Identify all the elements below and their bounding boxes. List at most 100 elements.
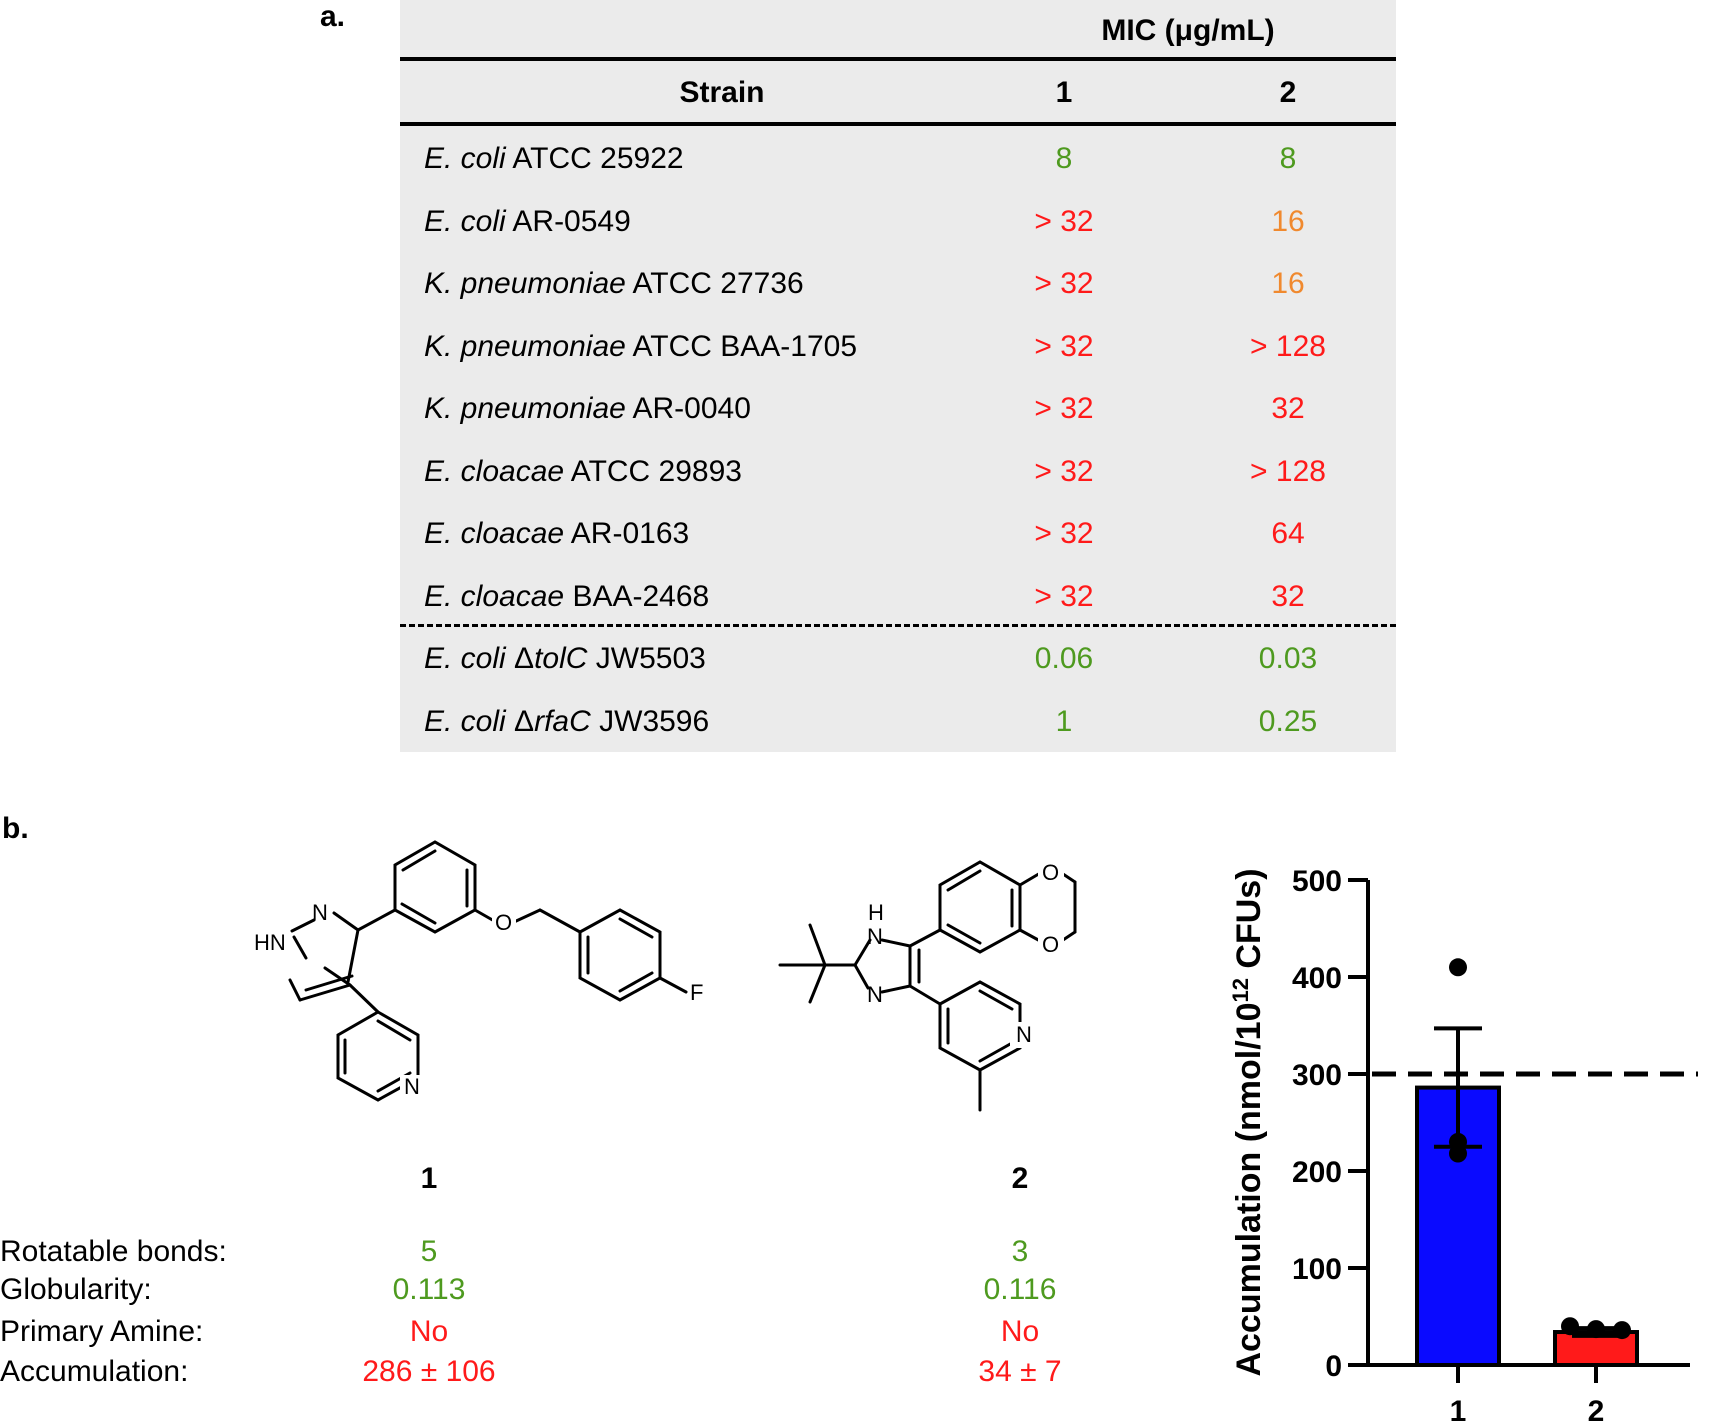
strain-name: K. pneumoniae ATCC 27736 <box>424 267 804 301</box>
compound-1-structure: N HN O F N <box>254 840 703 1102</box>
atom-hn: HN <box>254 930 286 955</box>
y-tick-label: 300 <box>1292 1059 1342 1092</box>
data-point <box>1613 1321 1631 1340</box>
mic-value-1: 8 <box>1055 142 1073 175</box>
property-label: Globularity: <box>0 1273 152 1306</box>
property-value-2: 0.116 <box>983 1273 1057 1306</box>
strain-name: E. cloacae ATCC 29893 <box>424 455 742 489</box>
strain-name: E. cloacae AR-0163 <box>424 517 689 551</box>
species-name: E. coli <box>424 204 506 238</box>
delta-symbol: Δ <box>514 704 535 738</box>
table-row: E. coli ΔrfaC JW3596 1 0.25 <box>400 695 1396 757</box>
strain-id: AR-0549 <box>512 204 631 238</box>
data-point <box>1587 1320 1605 1339</box>
mic-value-1: > 32 <box>1034 204 1094 238</box>
mic-value-1: > 32 <box>1034 579 1094 613</box>
strain-id: JW5503 <box>595 642 706 675</box>
species-name: K. pneumoniae <box>424 267 626 300</box>
x-tick-label: 2 <box>1588 1395 1605 1424</box>
compound-2-structure: H N N O O N <box>778 860 1077 1112</box>
mic-value-2: 64 <box>1271 517 1305 550</box>
mic-value-1: 0.06 <box>1034 642 1094 675</box>
property-value-1: 286 ± 106 <box>362 1355 496 1388</box>
strain-id: AR-0163 <box>570 517 690 550</box>
table-header-rule <box>400 122 1396 126</box>
species-name: K. pneumoniae <box>424 392 626 425</box>
table-row: K. pneumoniae AR-0040 > 32 32 <box>400 382 1396 444</box>
table-row: E. cloacae ATCC 29893 > 32 > 128 <box>400 445 1396 507</box>
atom-h: H <box>868 900 884 925</box>
y-axis-label: Accumulation (nmol/1012 CFUs) <box>1228 868 1268 1376</box>
strain-name: E. coli ΔrfaC JW3596 <box>424 705 709 739</box>
atom-n: N <box>867 982 883 1007</box>
property-value-2: No <box>1000 1315 1040 1348</box>
panel-a-label: a. <box>320 0 346 33</box>
strain-id: JW3596 <box>599 704 710 738</box>
property-value-1: No <box>409 1315 449 1348</box>
table-divider-dashed <box>400 624 1396 627</box>
property-value-2: 3 <box>1011 1235 1029 1268</box>
table-row: E. coli ΔtolC JW5503 0.06 0.03 <box>400 632 1396 694</box>
strain-id: AR-0040 <box>632 392 751 425</box>
gene-name: tolC <box>534 642 588 675</box>
compound-2-label: 2 <box>1011 1162 1029 1195</box>
mic-value-2: 16 <box>1271 267 1305 300</box>
atom-n: N <box>312 900 328 925</box>
property-label: Accumulation: <box>0 1355 189 1388</box>
species-name: E. cloacae <box>424 517 565 550</box>
y-tick-label: 100 <box>1292 1253 1342 1286</box>
mic-value-1: > 32 <box>1034 267 1094 300</box>
gene-name: rfaC <box>534 704 591 738</box>
species-name: K. pneumoniae <box>424 329 626 363</box>
property-value-2: 34 ± 7 <box>978 1355 1062 1388</box>
mic-value-2: > 128 <box>1250 454 1326 488</box>
table-row: E. coli AR-0549 > 32 16 <box>400 195 1396 257</box>
atom-f: F <box>690 980 703 1005</box>
mic-value-1: > 32 <box>1034 392 1094 425</box>
strain-name: E. coli AR-0549 <box>424 205 631 239</box>
data-point <box>1449 958 1467 977</box>
mic-value-1: 1 <box>1055 704 1073 738</box>
atom-o-top: O <box>1042 860 1059 885</box>
accumulation-bar-chart: 0 100 200 300 400 500 Accumulation (nmol/1012 … <box>1228 865 1698 1424</box>
mic-table: MIC (μg/mL) Strain 1 2 E. coli ATCC 2592… <box>400 0 1396 752</box>
strain-name: E. coli ATCC 25922 <box>424 142 684 176</box>
y-tick-label: 200 <box>1292 1156 1342 1189</box>
panel-b-label: b. <box>2 812 29 845</box>
strain-id: ATCC 29893 <box>570 454 742 488</box>
strain-id: ATCC 27736 <box>632 267 804 300</box>
mic-value-2: 8 <box>1279 142 1297 175</box>
species-name: E. coli <box>424 704 506 738</box>
col-header-strain: Strain <box>679 76 765 109</box>
table-row: K. pneumoniae ATCC BAA-1705 > 32 > 128 <box>400 320 1396 382</box>
col-header-2: 2 <box>1279 76 1297 109</box>
strain-name: K. pneumoniae AR-0040 <box>424 392 751 426</box>
property-value-1: 5 <box>420 1235 438 1268</box>
strain-name: E. cloacae BAA-2468 <box>424 580 709 614</box>
mic-value-2: 16 <box>1271 204 1305 238</box>
col-header-1: 1 <box>1055 76 1073 109</box>
mic-value-1: > 32 <box>1034 517 1094 550</box>
mic-header-text: MIC (μg/mL) <box>1101 14 1275 47</box>
atom-nh: N <box>867 924 883 949</box>
delta-symbol: Δ <box>514 642 535 675</box>
mic-value-2: 32 <box>1271 579 1305 613</box>
property-label: Primary Amine: <box>0 1315 204 1348</box>
mic-group-header: MIC (μg/mL) <box>400 14 1396 58</box>
atom-o-bottom: O <box>1042 932 1059 957</box>
y-tick-label: 500 <box>1292 865 1342 898</box>
atom-o: O <box>495 910 512 935</box>
mic-value-2: > 128 <box>1250 329 1326 363</box>
species-name: E. cloacae <box>424 454 565 488</box>
compound-1-label: 1 <box>420 1162 438 1195</box>
strain-id: ATCC 25922 <box>512 142 684 175</box>
species-name: E. coli <box>424 642 506 675</box>
x-tick-label: 1 <box>1450 1395 1467 1424</box>
y-tick-label: 0 <box>1325 1350 1342 1383</box>
atom-n-pyridine: N <box>1016 1022 1032 1047</box>
data-point <box>1449 1144 1467 1163</box>
mic-value-2: 0.03 <box>1258 642 1318 675</box>
mic-value-2: 0.25 <box>1258 704 1318 738</box>
table-row: K. pneumoniae ATCC 27736 > 32 16 <box>400 257 1396 319</box>
strain-id: BAA-2468 <box>572 579 710 613</box>
